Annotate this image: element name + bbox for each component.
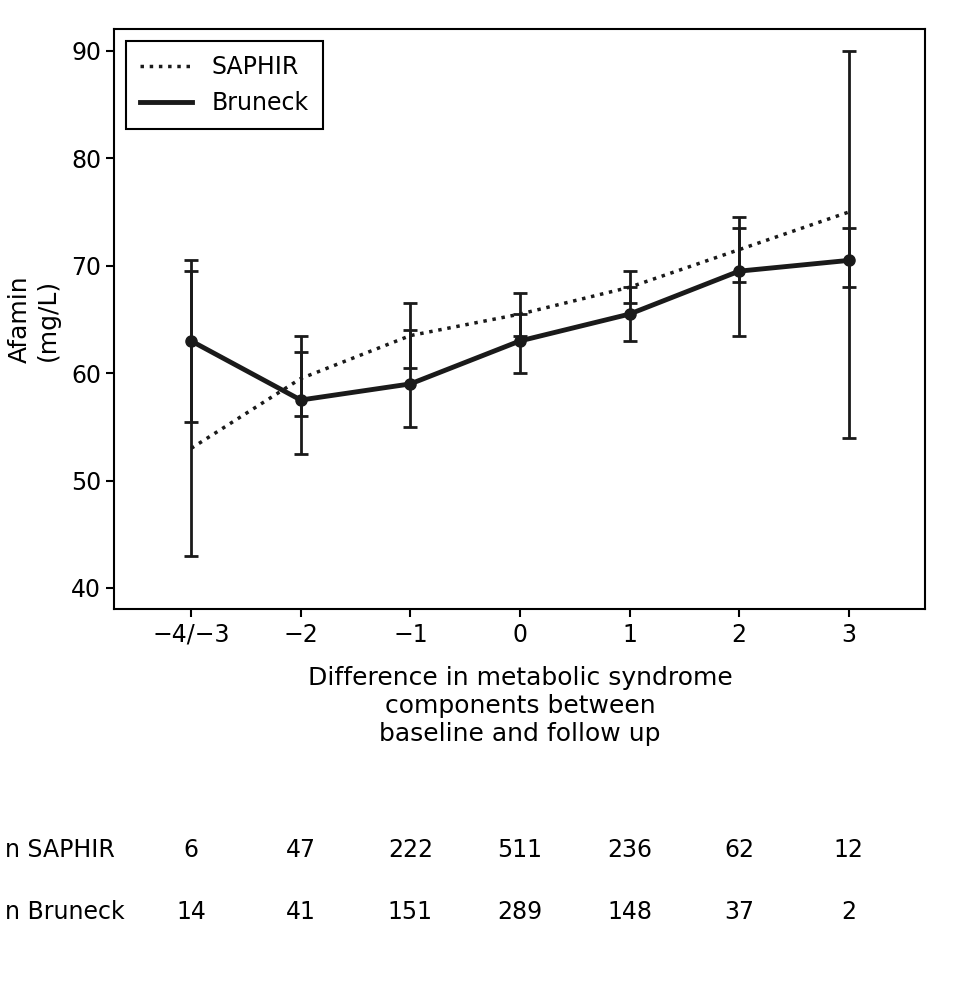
Text: 47: 47 <box>286 838 315 862</box>
Text: 37: 37 <box>723 900 753 924</box>
Text: n SAPHIR: n SAPHIR <box>5 838 114 862</box>
Text: 14: 14 <box>176 900 206 924</box>
Text: 236: 236 <box>606 838 651 862</box>
Text: 511: 511 <box>497 838 542 862</box>
Text: 62: 62 <box>723 838 753 862</box>
Text: n Bruneck: n Bruneck <box>5 900 124 924</box>
Text: 151: 151 <box>388 900 433 924</box>
Text: 222: 222 <box>388 838 433 862</box>
X-axis label: Difference in metabolic syndrome
components between
baseline and follow up: Difference in metabolic syndrome compone… <box>307 666 732 746</box>
Text: 148: 148 <box>606 900 651 924</box>
Text: 2: 2 <box>841 900 855 924</box>
Text: 6: 6 <box>184 838 198 862</box>
Text: 289: 289 <box>497 900 542 924</box>
Legend: SAPHIR, Bruneck: SAPHIR, Bruneck <box>126 41 322 130</box>
Text: 41: 41 <box>286 900 315 924</box>
Y-axis label: Afamin
(mg/L): Afamin (mg/L) <box>9 275 60 364</box>
Text: 12: 12 <box>833 838 862 862</box>
